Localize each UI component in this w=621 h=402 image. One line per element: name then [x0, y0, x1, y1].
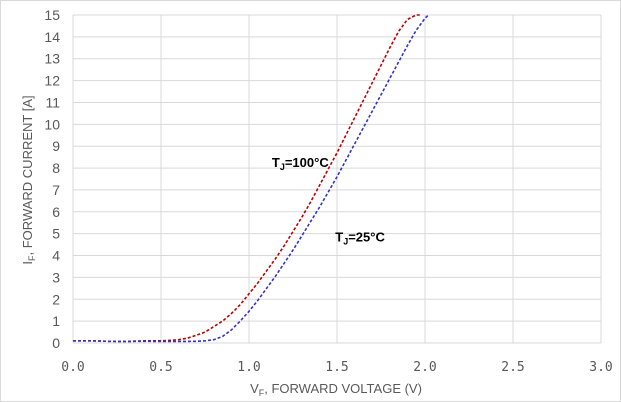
y-tick-label: 11: [45, 94, 60, 110]
x-tick-label: 3.0: [589, 360, 612, 375]
y-tick-label: 14: [44, 29, 60, 45]
x-tick-label: 0.0: [61, 360, 84, 375]
x-tick-labels: 0.0 0.5 1.0 1.5 2.0 2.5 3.0: [61, 360, 612, 375]
curve-label-0: TJ=100°C: [272, 155, 329, 172]
series-line-0: [73, 14, 422, 343]
y-tick-label: 12: [44, 73, 60, 89]
y-tick-label: 1: [52, 313, 60, 329]
x-tick-label: 1.5: [325, 360, 348, 375]
gridlines: [72, 14, 602, 344]
y-tick-label: 10: [44, 116, 60, 132]
series-line-1: [73, 14, 430, 343]
y-tick-label: 15: [44, 7, 60, 23]
y-tick-label: 3: [52, 269, 60, 285]
x-tick-label: 2.0: [413, 360, 436, 375]
y-tick-label: 2: [52, 291, 60, 307]
x-tick-label: 2.5: [501, 360, 524, 375]
x-tick-label: 0.5: [149, 360, 172, 375]
y-tick-label: 0: [52, 335, 60, 351]
series-lines: [73, 14, 430, 343]
curve-label-1: TJ=25°C: [335, 229, 385, 246]
x-tick-label: 1.0: [237, 360, 260, 375]
y-tick-label: 7: [52, 182, 60, 198]
y-tick-label: 9: [52, 138, 60, 154]
x-axis-title: VF, FORWARD VOLTAGE (V): [250, 381, 422, 398]
y-tick-label: 6: [52, 204, 60, 220]
y-tick-label: 8: [52, 160, 60, 176]
y-tick-label: 4: [52, 248, 60, 264]
y-tick-label: 5: [52, 226, 60, 242]
y-tick-label: 13: [44, 51, 60, 67]
curve-annotations: TJ=100°C TJ=25°C: [272, 155, 386, 246]
y-axis-title: IF, FORWARD CURRENT [A]: [20, 95, 37, 264]
